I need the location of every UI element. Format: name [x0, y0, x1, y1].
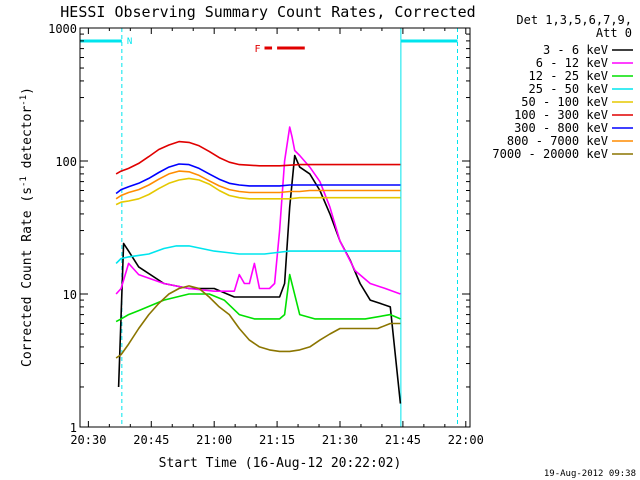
legend-label: 300 - 800 keV	[514, 121, 608, 135]
series-6-12-kev	[115, 126, 401, 295]
legend-label: 3 - 6 keV	[543, 43, 608, 57]
legend-label: 800 - 7000 keV	[507, 134, 608, 148]
flare-indicators: F	[255, 44, 305, 55]
y-tick-label: 1	[70, 421, 77, 435]
x-axis: 20:30 20:45 21:00 21:15 21:30 21:45 22:00	[70, 28, 484, 447]
legend-header-line-1: Det 1,3,5,6,7,9,	[516, 13, 632, 27]
legend-label: 6 - 12 keV	[536, 56, 608, 70]
night-indicators: N	[80, 28, 458, 427]
legend-label: 50 - 100 keV	[521, 95, 608, 109]
series-300-800-kev	[115, 163, 401, 195]
y-axis-label: Corrected Count Rate (s-1 detector-1)	[19, 87, 35, 367]
series-25-50-kev	[115, 245, 401, 264]
timestamp: 19-Aug-2012 09:38	[544, 469, 636, 479]
x-tick-label: 21:45	[385, 433, 421, 447]
legend-label: 7000 - 20000 keV	[492, 147, 608, 161]
x-tick-label: 21:30	[322, 433, 358, 447]
flare-label: F	[255, 44, 261, 55]
series-lines	[115, 126, 402, 404]
x-tick-label: 21:00	[196, 433, 232, 447]
x-tick-label: 20:30	[70, 433, 106, 447]
y-tick-label: 100	[55, 155, 77, 169]
x-axis-label: Start Time (16-Aug-12 20:22:02)	[159, 456, 402, 471]
x-tick-label: 20:45	[133, 433, 169, 447]
legend-header-line-2: Att 0	[596, 26, 632, 40]
chart-title: HESSI Observing Summary Count Rates, Cor…	[60, 3, 475, 21]
series-12-25-kev	[115, 273, 401, 323]
x-tick-label: 21:15	[259, 433, 295, 447]
y-axis: 1 10 100 1000	[48, 22, 470, 435]
x-tick-label: 22:00	[448, 433, 484, 447]
y-tick-label: 10	[63, 288, 77, 302]
series-800-7000-kev	[115, 170, 401, 200]
series-7000-20000-kev	[115, 285, 401, 359]
legend-label: 100 - 300 keV	[514, 108, 608, 122]
night-label: N	[127, 37, 132, 47]
y-tick-label: 1000	[48, 22, 77, 36]
plot-frame	[79, 27, 471, 428]
series-50-100-kev	[115, 177, 401, 206]
legend-label: 12 - 25 keV	[529, 69, 608, 83]
legend-label: 25 - 50 keV	[529, 82, 608, 96]
series-100-300-kev	[115, 140, 401, 175]
